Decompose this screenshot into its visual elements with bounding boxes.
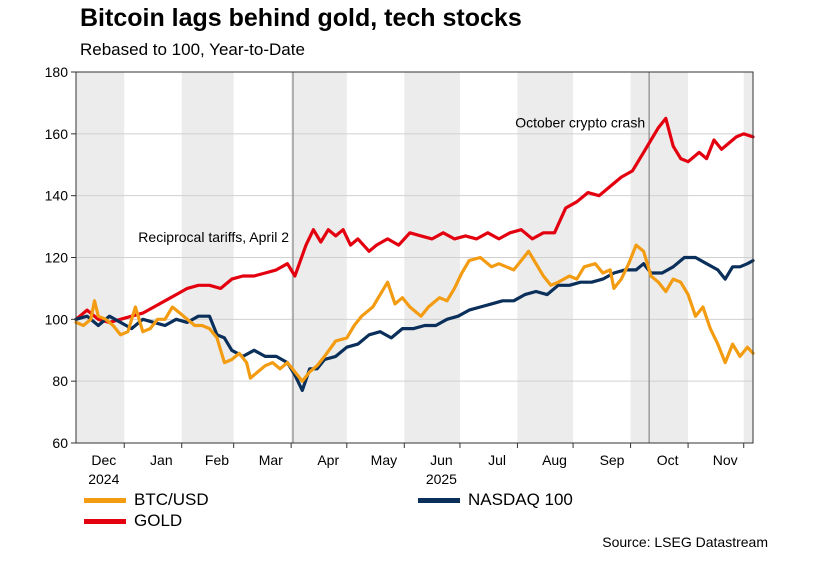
x-tick-label-nov: Nov xyxy=(713,452,738,468)
x-tick-label-oct: Oct xyxy=(657,452,679,468)
y-tick-label-80: 80 xyxy=(52,373,68,389)
legend-item-nasdaq: NASDAQ 100 xyxy=(418,490,573,510)
y-tick-label-180: 180 xyxy=(45,64,69,80)
series-line-btc-usd xyxy=(74,243,755,383)
x-year-label-2024: 2024 xyxy=(88,471,119,487)
annotation-0: Reciprocal tariffs, April 2 xyxy=(138,229,289,245)
chart-subtitle: Rebased to 100, Year-to-Date xyxy=(80,40,305,59)
x-tick-label-mar: Mar xyxy=(259,452,283,468)
annotations: Reciprocal tariffs, April 2 October crypt… xyxy=(138,115,645,245)
x-tick-label-apr: Apr xyxy=(317,452,339,468)
x-tick-label-jan: Jan xyxy=(150,452,173,468)
x-tick-label-dec: Dec xyxy=(91,452,116,468)
y-tick-label-120: 120 xyxy=(45,250,69,266)
legend-label-gold: GOLD xyxy=(134,511,183,530)
x-tick-label-jul: Jul xyxy=(488,452,506,468)
legend-item-gold: GOLD xyxy=(84,511,182,531)
legend-swatch-nasdaq xyxy=(418,497,460,503)
x-tick-label-feb: Feb xyxy=(205,452,229,468)
y-axis-ticks: 60 80 100 120 140 160 180 xyxy=(45,64,76,451)
legend-label-btc: BTC/USD xyxy=(134,490,209,509)
chart-title: Bitcoin lags behind gold, tech stocks xyxy=(80,4,522,32)
legend-swatch-gold xyxy=(84,518,126,524)
legend-swatch-btc xyxy=(84,497,126,503)
x-tick-label-jun: Jun xyxy=(430,452,453,468)
y-tick-label-60: 60 xyxy=(52,435,68,451)
series-lines xyxy=(74,116,755,392)
annotation-1: October crypto crash xyxy=(515,115,645,131)
x-tick-label-may: May xyxy=(371,452,397,468)
series-line-gold xyxy=(74,116,755,324)
legend-item-btc: BTC/USD xyxy=(84,490,209,510)
source-note: Source: LSEG Datastream xyxy=(602,534,768,550)
y-tick-label-160: 160 xyxy=(45,126,69,142)
legend-label-nasdaq: NASDAQ 100 xyxy=(468,490,573,509)
event-lines xyxy=(292,72,650,443)
x-tick-label-sep: Sep xyxy=(600,452,625,468)
x-tick-label-aug: Aug xyxy=(542,452,567,468)
x-axis-ticks: Dec Jan Feb Mar Apr May Jun Jul Aug Sep Oct Nov 2024… xyxy=(88,443,745,487)
y-tick-label-100: 100 xyxy=(45,311,69,327)
y-tick-label-140: 140 xyxy=(45,188,69,204)
x-year-label-2025: 2025 xyxy=(426,471,457,487)
